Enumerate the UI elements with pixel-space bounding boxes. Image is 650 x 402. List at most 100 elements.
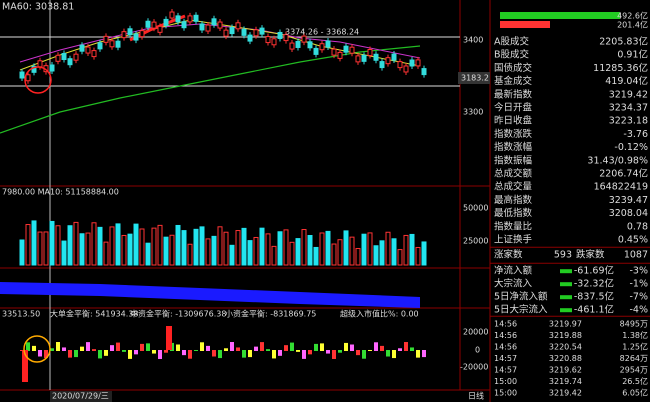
row-label: 今日开盘	[494, 102, 533, 114]
range-note: 3374.26 - 3368.24	[285, 28, 359, 37]
flow-bar	[254, 346, 258, 351]
volume-bar	[379, 240, 385, 266]
row-value: 2205.83亿	[599, 36, 648, 48]
flow-value: -461.1亿	[574, 304, 614, 316]
flow-bar	[560, 282, 572, 287]
volume-bar	[235, 230, 241, 266]
row-label: 指数涨幅	[494, 141, 533, 153]
volume-bar	[133, 223, 139, 266]
volume-bar	[43, 231, 49, 266]
trade-amount: 8495万	[620, 320, 648, 329]
volume-bar	[349, 236, 355, 266]
row-value: 3239.47	[609, 195, 648, 206]
trade-amount: 6.05亿	[622, 388, 648, 398]
flow-bar	[296, 350, 300, 352]
flow-labels: 33513.50 大单金平衡: 541934.38 中资金平衡: -130967…	[2, 309, 419, 319]
frame	[0, 0, 491, 402]
volume-bar	[391, 238, 397, 266]
flow-value: -61.69亿	[574, 265, 614, 277]
candle-body	[145, 20, 151, 28]
trade-time: 14:57	[494, 354, 517, 363]
flow-bar	[182, 350, 186, 356]
volume-bar	[79, 233, 85, 266]
candle-body	[115, 40, 121, 48]
candle-body	[247, 34, 253, 42]
candle-body	[211, 18, 217, 26]
volume-bar	[169, 234, 175, 266]
breadth-label: 涨家数	[494, 249, 523, 261]
row-label: B股成交	[494, 49, 530, 61]
flow-bar	[416, 350, 420, 358]
candle-body	[361, 54, 367, 62]
flow-bar	[140, 343, 144, 351]
trade-price: 3219.97	[549, 320, 582, 329]
trade-price: 3219.74	[549, 377, 582, 386]
flow-bar	[410, 347, 414, 351]
candle-body	[391, 53, 397, 61]
volume-bar	[217, 226, 223, 266]
volume-bar	[355, 248, 361, 266]
volume-bar	[421, 241, 427, 266]
candle-body	[307, 41, 313, 49]
flow-bar	[212, 350, 216, 357]
candle-body	[73, 53, 79, 61]
flow-bar	[326, 350, 330, 354]
volume-bar	[181, 230, 187, 266]
trade-time: 15:00	[494, 389, 517, 398]
flow-bar	[278, 350, 282, 356]
bar	[500, 21, 550, 28]
trade-time: 14:56	[494, 343, 517, 352]
volume-bar	[331, 243, 337, 266]
row-value: 3223.18	[609, 116, 648, 127]
flow-pct: -3%	[630, 266, 649, 277]
candle-body	[193, 14, 199, 22]
candle-body	[91, 50, 97, 58]
flow-bar	[332, 350, 336, 359]
highlight-circle	[23, 335, 51, 363]
volume-bar	[271, 245, 277, 266]
axis-label: 3300	[463, 108, 483, 117]
volume-bar	[73, 221, 79, 266]
row-label: 最高指数	[494, 194, 533, 206]
volume-bar	[25, 224, 31, 266]
row-value: 0.78	[627, 221, 648, 232]
volume-bar	[301, 229, 307, 266]
row-value: 0.91亿	[617, 49, 648, 61]
volume-bar	[109, 226, 115, 266]
candle-body	[103, 35, 109, 43]
volume-bar	[313, 246, 319, 266]
flow-bar	[338, 350, 342, 353]
flow-label: 5日大宗流入	[494, 304, 548, 316]
flow-bar	[158, 350, 162, 359]
candle-body	[235, 22, 241, 30]
candle-body	[229, 27, 235, 35]
volume-bar	[229, 244, 235, 266]
volume-bar	[247, 240, 253, 266]
volume-bar	[163, 236, 169, 266]
volume-bar	[253, 236, 259, 266]
candle-body	[385, 57, 391, 65]
flow-bar	[404, 342, 408, 351]
axis-label: 3400	[463, 36, 483, 45]
volume-label: 7980.00 MA10: 51158884.00	[2, 188, 119, 197]
flow-bar	[560, 269, 572, 274]
candle-body	[61, 53, 67, 61]
flow-bar	[344, 342, 348, 351]
trade-amount: 26.5亿	[622, 376, 648, 386]
volume-bar	[115, 223, 121, 266]
candle-body	[259, 27, 265, 35]
row-value: 0.45%	[618, 235, 648, 246]
row-value: 3208.04	[609, 208, 648, 219]
flow-bar	[200, 342, 204, 351]
flow-bar	[206, 345, 210, 351]
volume-bar	[319, 232, 325, 266]
candle-body	[157, 25, 163, 33]
volume-bar	[91, 222, 97, 266]
flow-bar	[188, 350, 192, 359]
flow-bar	[68, 350, 72, 358]
flow-bar	[80, 346, 84, 351]
candle-body	[205, 24, 211, 32]
volume-bar	[187, 243, 193, 266]
flow-bar	[128, 350, 132, 359]
candles	[19, 9, 427, 84]
